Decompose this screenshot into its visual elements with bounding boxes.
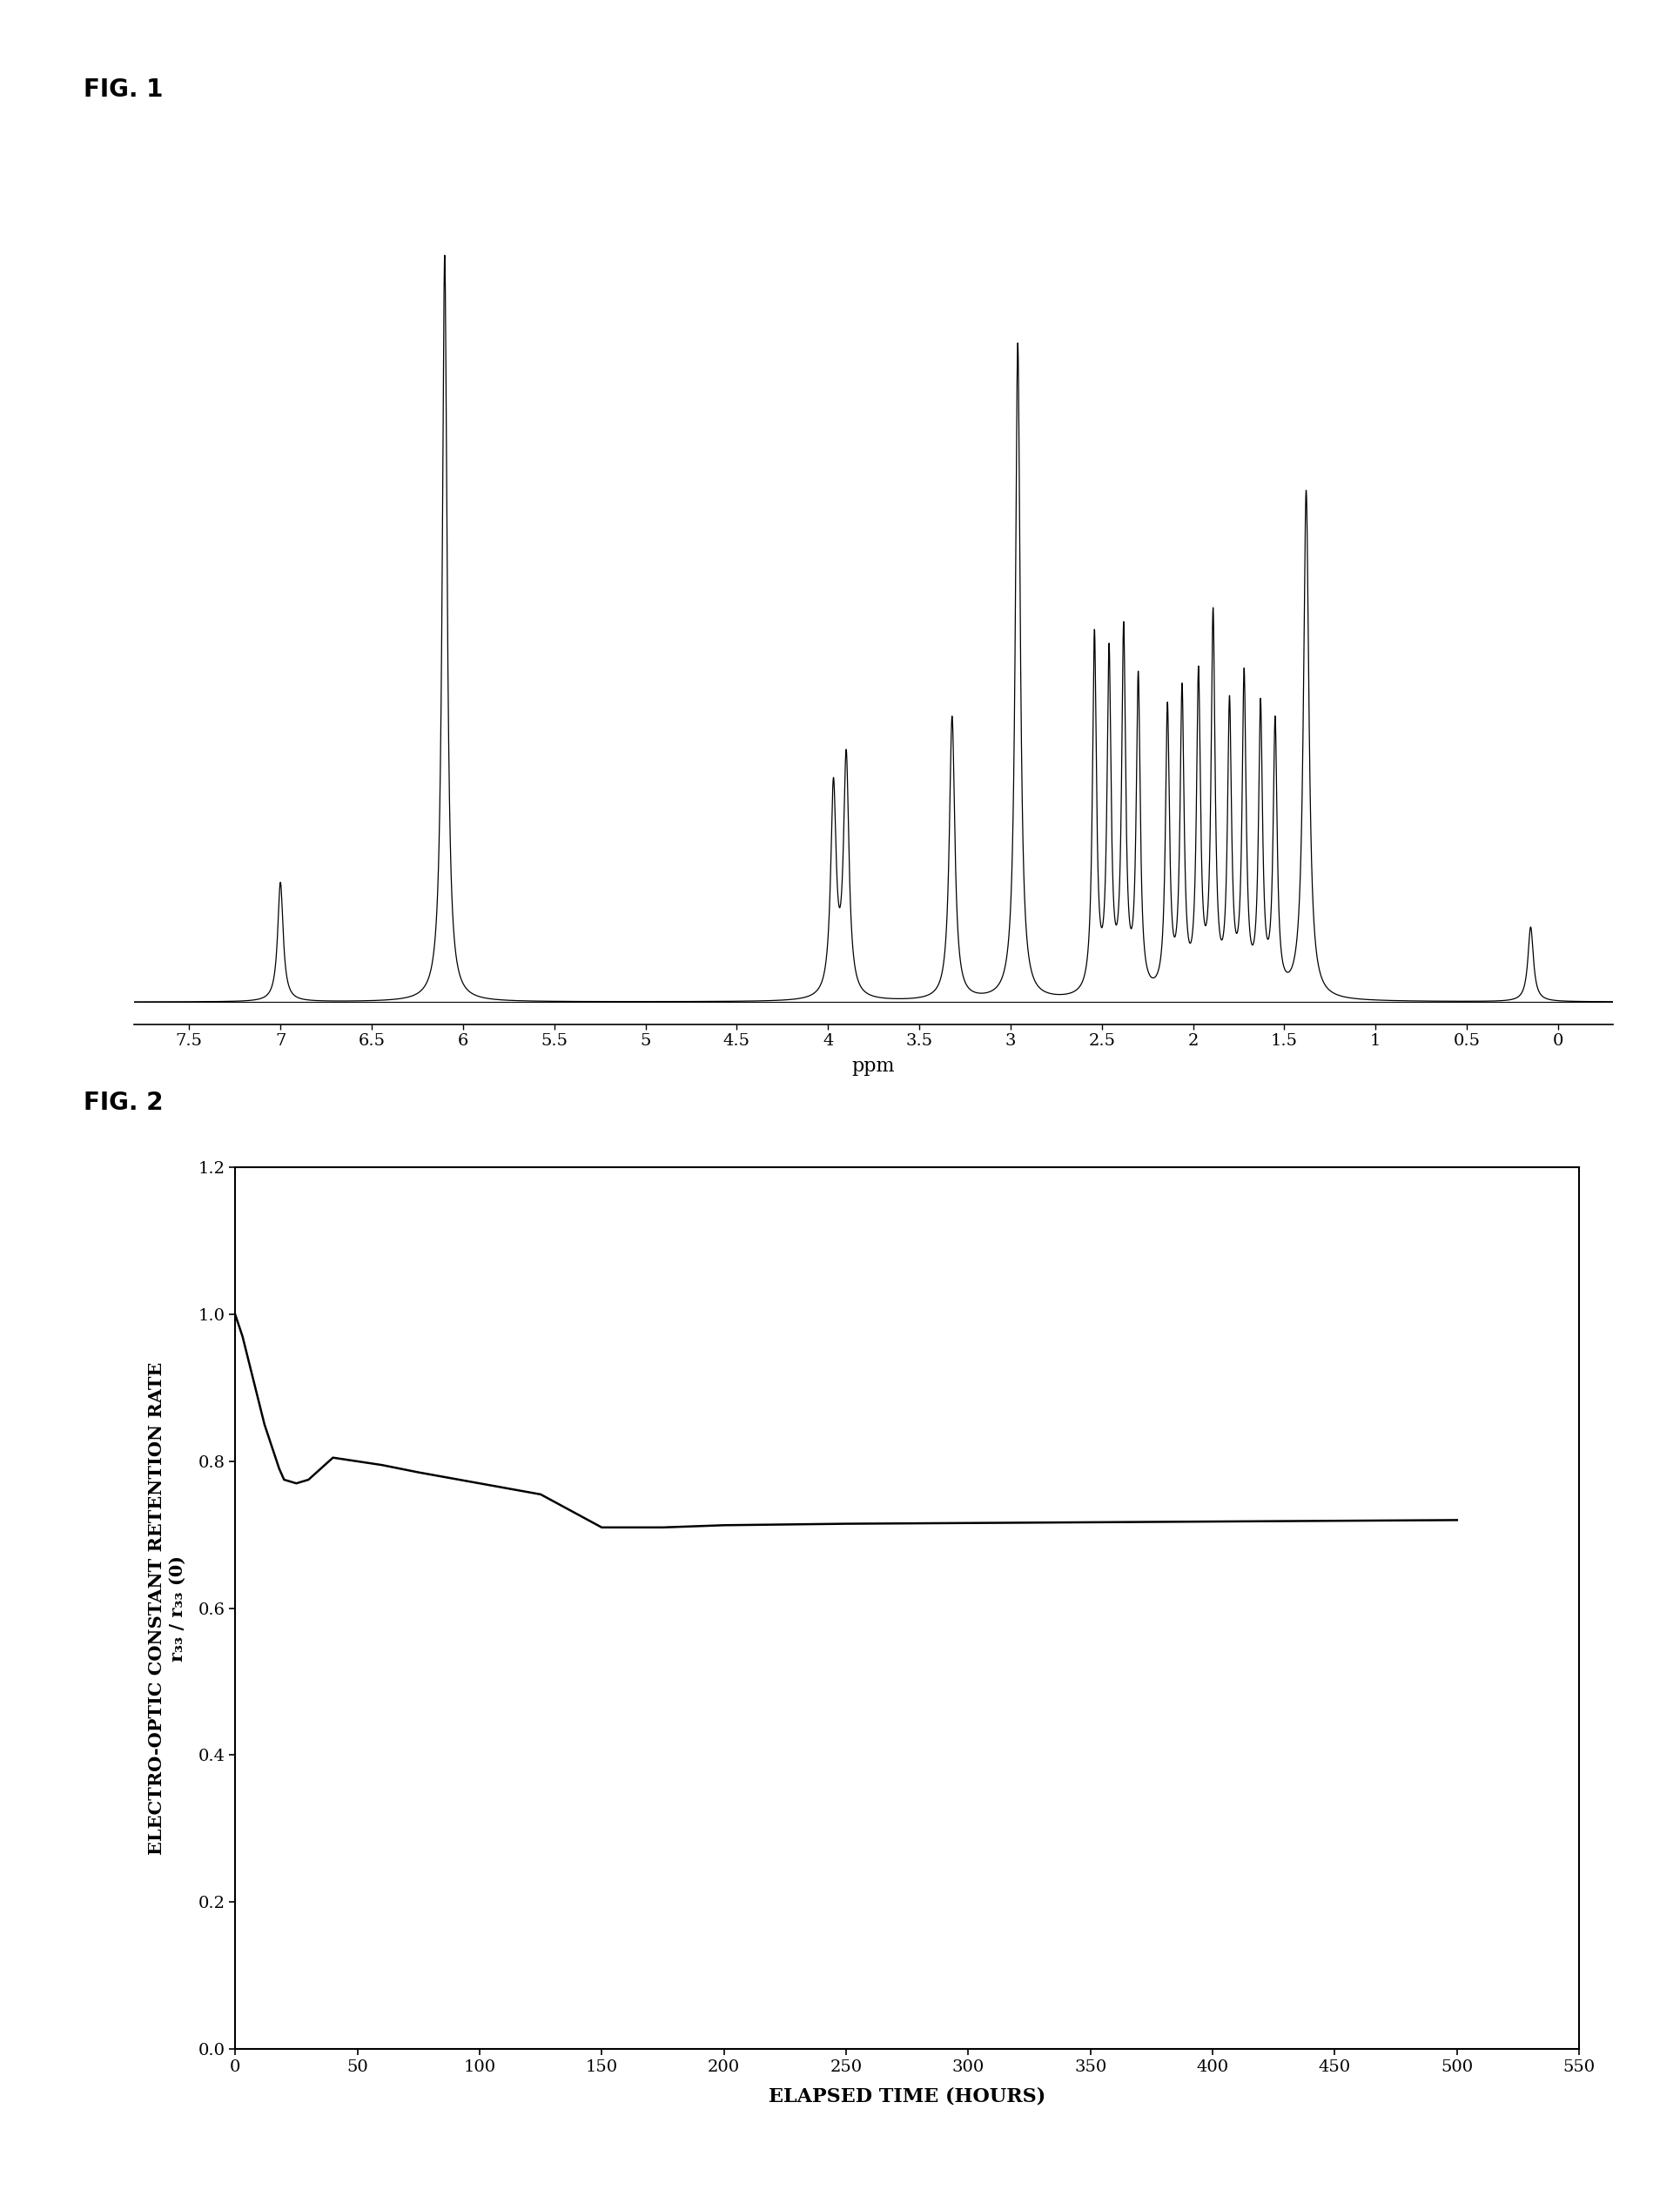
- X-axis label: ELAPSED TIME (HOURS): ELAPSED TIME (HOURS): [769, 2086, 1045, 2106]
- Y-axis label: ELECTRO-OPTIC CONSTANT RETENTION RATE
r₃₃ / r₃₃ (0): ELECTRO-OPTIC CONSTANT RETENTION RATE r₃…: [148, 1361, 186, 1855]
- X-axis label: ppm: ppm: [852, 1057, 895, 1075]
- Text: FIG. 1: FIG. 1: [84, 77, 163, 101]
- Text: FIG. 2: FIG. 2: [84, 1090, 163, 1115]
